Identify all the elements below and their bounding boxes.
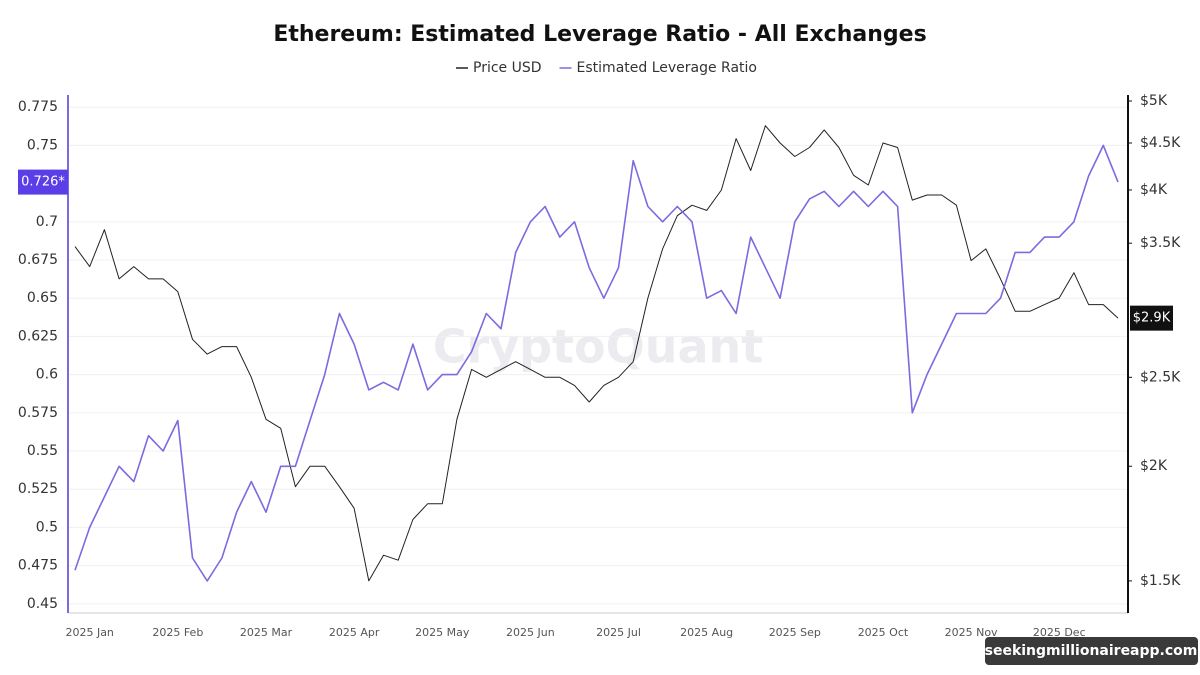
x-tick-label: 2025 Apr xyxy=(329,626,380,639)
y2-tick-label: $5K xyxy=(1140,93,1168,109)
x-tick-label: 2025 Jun xyxy=(506,626,555,639)
y2-tick-label: $3.5K xyxy=(1140,235,1181,251)
current-value-label: 0.726* xyxy=(21,175,65,190)
x-tick-label: 2025 Dec xyxy=(1033,626,1086,639)
source: seekingmillionaireapp.com xyxy=(985,643,1198,659)
x-tick-label: 2025 Jan xyxy=(65,626,113,639)
y-tick-label: 0.45 xyxy=(27,596,58,612)
series-line xyxy=(74,125,1119,582)
legend: Price USD Estimated Leverage Ratio xyxy=(456,60,757,76)
legend-label: Price USD xyxy=(473,60,542,76)
x-tick-label: 2025 May xyxy=(415,626,470,639)
y2-tick-label: $1.5K xyxy=(1140,573,1181,589)
y-tick-label: 0.675 xyxy=(18,252,58,268)
x-tick-label: 2025 Feb xyxy=(152,626,203,639)
x-tick-label: 2025 Sep xyxy=(769,626,821,639)
x-tick-label: 2025 Jul xyxy=(596,626,641,639)
x-tick-label: 2025 Aug xyxy=(680,626,733,639)
y-tick-label: 0.6 xyxy=(36,367,58,383)
y-tick-label: 0.775 xyxy=(18,99,58,115)
y2-tick-label: $2K xyxy=(1140,458,1168,474)
y-tick-label: 0.55 xyxy=(27,443,58,459)
source-box xyxy=(985,637,1198,665)
current-value-label: $2.9K xyxy=(1133,311,1171,326)
series-line xyxy=(74,144,1119,582)
y-tick-label: 0.65 xyxy=(27,290,58,306)
current-value-box xyxy=(18,169,68,195)
chart-title: Ethereum: Estimated Leverage Ratio - All… xyxy=(273,22,926,47)
y-tick-label: 0.5 xyxy=(36,519,58,535)
legend-label: Estimated Leverage Ratio xyxy=(577,60,757,76)
x-tick-label: 2025 Mar xyxy=(240,626,293,639)
y-tick-label: 0.525 xyxy=(18,481,58,497)
x-tick-label: 2025 Nov xyxy=(945,626,998,639)
y-tick-label: 0.7 xyxy=(36,214,58,230)
y2-tick-label: $4K xyxy=(1140,182,1168,198)
watermark: CryptoQuant xyxy=(433,320,764,374)
y-tick-label: 0.625 xyxy=(18,328,58,344)
x-tick-label: 2025 Oct xyxy=(858,626,909,639)
y-tick-label: 0.75 xyxy=(27,137,58,153)
current-value-box xyxy=(1130,305,1173,331)
y2-tick-label: $4.5K xyxy=(1140,135,1181,151)
y-tick-label: 0.475 xyxy=(18,558,58,574)
y2-tick-label: $2.5K xyxy=(1140,369,1181,385)
y-tick-label: 0.575 xyxy=(18,405,58,421)
